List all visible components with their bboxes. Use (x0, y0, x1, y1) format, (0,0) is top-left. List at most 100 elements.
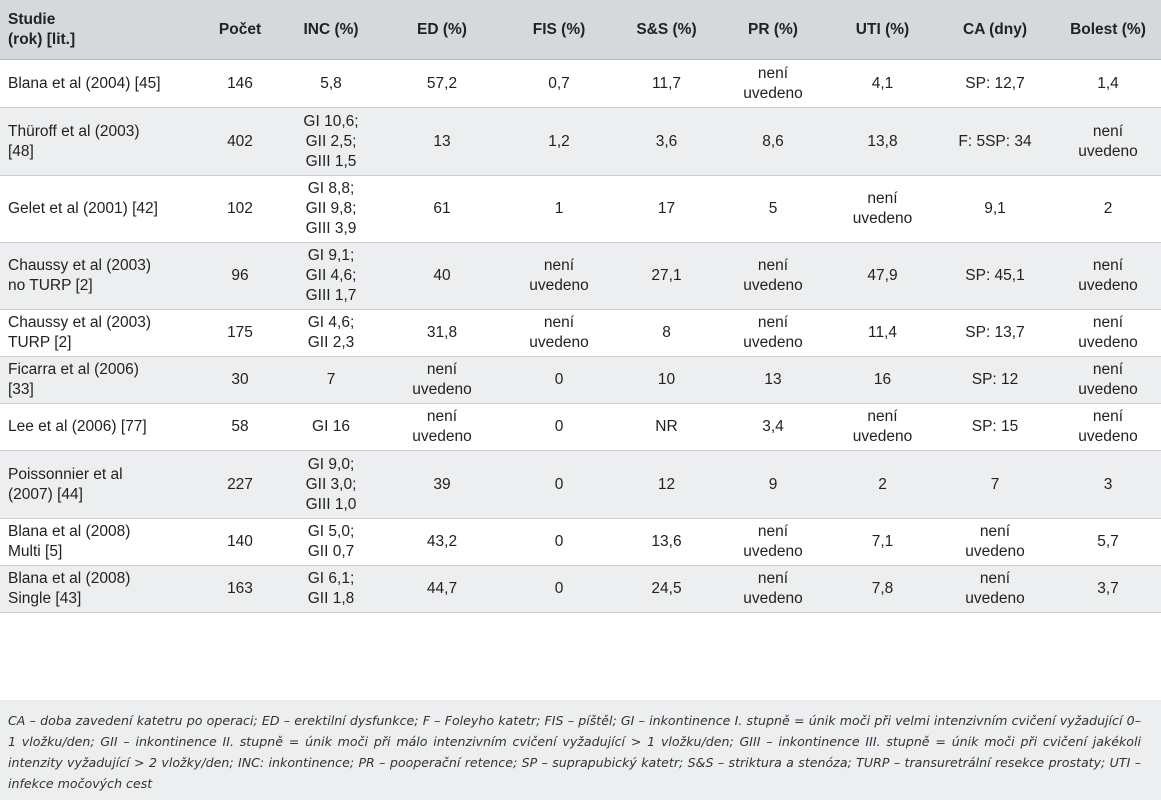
uti-cell: 47,9 (830, 242, 935, 310)
ca-cell: SP: 45,1 (935, 242, 1055, 310)
ss-cell: 8 (617, 309, 716, 357)
column-header-study: Studie (rok) [lit.] (0, 0, 201, 60)
ss-cell: 12 (617, 450, 716, 519)
ed-cell: 40 (383, 242, 501, 310)
ed-cell: 44,7 (383, 565, 501, 613)
study-cell: Blana et al (2008) Multi [5] (0, 518, 201, 566)
ca-cell: SP: 15 (935, 403, 1055, 451)
pain-cell: 3 (1055, 450, 1161, 519)
table-row: Chaussy et al (2003) no TURP [2] 96 GI 9,1… (0, 242, 1161, 310)
pr-cell: 5 (716, 175, 830, 243)
fis-cell: 1,2 (501, 107, 617, 176)
fis-cell: 1 (501, 175, 617, 243)
study-cell: Chaussy et al (2003) no TURP [2] (0, 242, 201, 310)
column-header-ed: ED (%) (383, 0, 501, 60)
inc-cell: GI 16 (279, 403, 383, 451)
table-row: Blana et al (2008) Single [43] 163 GI 6,1;… (0, 565, 1161, 613)
pain-cell: 3,7 (1055, 565, 1161, 613)
fis-cell: 0 (501, 450, 617, 519)
table-row: Gelet et al (2001) [42] 102 GI 8,8; GII 9,… (0, 175, 1161, 243)
study-cell: Blana et al (2004) [45] (0, 59, 201, 108)
table-header-row: Studie (rok) [lit.] Počet INC (%) ED (%) FIS… (0, 0, 1161, 60)
ca-cell: 9,1 (935, 175, 1055, 243)
ss-cell: 13,6 (617, 518, 716, 566)
inc-cell: GI 10,6; GII 2,5; GIII 1,5 (279, 107, 383, 176)
ca-cell: není uvedeno (935, 518, 1055, 566)
ca-cell: není uvedeno (935, 565, 1055, 613)
uti-cell: 7,8 (830, 565, 935, 613)
count-cell: 30 (201, 356, 279, 404)
pr-cell: 3,4 (716, 403, 830, 451)
inc-cell: GI 6,1; GII 1,8 (279, 565, 383, 613)
ss-cell: 24,5 (617, 565, 716, 613)
table-row: Blana et al (2008) Multi [5] 140 GI 5,0; G… (0, 518, 1161, 566)
pr-cell: není uvedeno (716, 242, 830, 310)
study-cell: Chaussy et al (2003) TURP [2] (0, 309, 201, 357)
pain-cell: není uvedeno (1055, 242, 1161, 310)
inc-cell: GI 8,8; GII 9,8; GIII 3,9 (279, 175, 383, 243)
column-header-pr: PR (%) (716, 0, 830, 60)
table-row: Blana et al (2004) [45] 146 5,8 57,2 0,7 11,7… (0, 59, 1161, 108)
column-header-inc: INC (%) (279, 0, 383, 60)
ss-cell: 11,7 (617, 59, 716, 108)
table-row: Poissonnier et al (2007) [44] 227 GI 9,0; … (0, 450, 1161, 519)
table-row: Chaussy et al (2003) TURP [2] 175 GI 4,6; … (0, 309, 1161, 357)
ss-cell: 27,1 (617, 242, 716, 310)
inc-cell: GI 5,0; GII 0,7 (279, 518, 383, 566)
uti-cell: 7,1 (830, 518, 935, 566)
count-cell: 58 (201, 403, 279, 451)
complications-table: Studie (rok) [lit.] Počet INC (%) ED (%) FIS… (0, 0, 1161, 613)
uti-cell: 16 (830, 356, 935, 404)
ed-cell: 57,2 (383, 59, 501, 108)
fis-cell: není uvedeno (501, 309, 617, 357)
uti-cell: není uvedeno (830, 175, 935, 243)
count-cell: 402 (201, 107, 279, 176)
inc-cell: 5,8 (279, 59, 383, 108)
column-header-ca: CA (dny) (935, 0, 1055, 60)
fis-cell: 0 (501, 565, 617, 613)
study-cell: Blana et al (2008) Single [43] (0, 565, 201, 613)
pr-cell: není uvedeno (716, 309, 830, 357)
count-cell: 102 (201, 175, 279, 243)
pr-cell: není uvedeno (716, 565, 830, 613)
pain-cell: není uvedeno (1055, 403, 1161, 451)
inc-cell: GI 9,1; GII 4,6; GIII 1,7 (279, 242, 383, 310)
pain-cell: není uvedeno (1055, 309, 1161, 357)
ss-cell: 3,6 (617, 107, 716, 176)
table-row: Thüroff et al (2003) [48] 402 GI 10,6; GII… (0, 107, 1161, 176)
count-cell: 96 (201, 242, 279, 310)
uti-cell: 4,1 (830, 59, 935, 108)
pain-cell: není uvedeno (1055, 356, 1161, 404)
study-cell: Ficarra et al (2006) [33] (0, 356, 201, 404)
count-cell: 175 (201, 309, 279, 357)
table-footnote: CA – doba zavedení katetru po operaci; E… (0, 700, 1161, 800)
count-cell: 227 (201, 450, 279, 519)
count-cell: 146 (201, 59, 279, 108)
column-header-pain: Bolest (%) (1055, 0, 1161, 60)
ed-cell: 31,8 (383, 309, 501, 357)
pain-cell: 1,4 (1055, 59, 1161, 108)
ed-cell: není uvedeno (383, 356, 501, 404)
fis-cell: 0 (501, 403, 617, 451)
ca-cell: SP: 12,7 (935, 59, 1055, 108)
table-row: Lee et al (2006) [77] 58 GI 16 není uvedeno… (0, 403, 1161, 451)
pain-cell: 5,7 (1055, 518, 1161, 566)
ss-cell: 10 (617, 356, 716, 404)
table-row: Ficarra et al (2006) [33] 30 7 není uvedeno… (0, 356, 1161, 404)
ed-cell: 13 (383, 107, 501, 176)
column-header-uti: UTI (%) (830, 0, 935, 60)
ca-cell: SP: 13,7 (935, 309, 1055, 357)
ca-cell: 7 (935, 450, 1055, 519)
column-header-ss: S&S (%) (617, 0, 716, 60)
pain-cell: 2 (1055, 175, 1161, 243)
table-body: Blana et al (2004) [45] 146 5,8 57,2 0,7 11,7… (0, 59, 1161, 613)
column-header-count: Počet (201, 0, 279, 60)
ss-cell: 17 (617, 175, 716, 243)
ca-cell: F: 5SP: 34 (935, 107, 1055, 176)
pr-cell: 13 (716, 356, 830, 404)
study-cell: Poissonnier et al (2007) [44] (0, 450, 201, 519)
pain-cell: není uvedeno (1055, 107, 1161, 176)
inc-cell: 7 (279, 356, 383, 404)
ed-cell: není uvedeno (383, 403, 501, 451)
